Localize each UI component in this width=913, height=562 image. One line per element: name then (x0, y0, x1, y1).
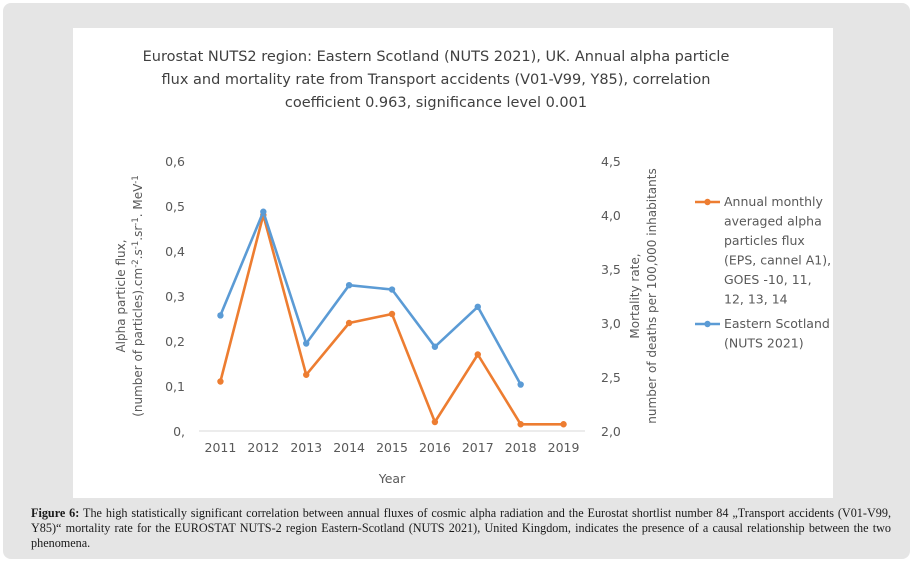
series-point-1 (517, 421, 524, 428)
unit-part: (number of particles).cm (131, 268, 145, 417)
chart-title-line: flux and mortality rate from Transport a… (162, 72, 711, 88)
legend-entry-line: 12, 13, 14 (724, 292, 788, 307)
chart-panel: Eurostat NUTS2 region: Eastern Scotland … (73, 28, 833, 498)
series-point-1 (431, 418, 439, 426)
chart-svg: Eurostat NUTS2 region: Eastern Scotland … (114, 49, 831, 486)
series-point-2 (217, 312, 224, 319)
series-point-2 (431, 343, 439, 350)
x-axis-title: Year (378, 471, 406, 486)
unit-part: . MeV (131, 183, 145, 217)
y-left-tick-label: 0, (173, 424, 185, 439)
x-tick-label: 2012 (247, 440, 279, 455)
series-point-1 (345, 319, 353, 327)
series-point-2 (388, 286, 396, 293)
chart-title-line: Eurostat NUTS2 region: Eastern Scotland … (143, 49, 730, 65)
y-right-axis-title-line2: number of deaths per 100,000 inhabitants (645, 168, 659, 423)
unit-exponent: -1 (131, 217, 141, 225)
y-left-tick-label: 0,2 (165, 334, 185, 349)
y-right-axis-title-line1: Mortality rate, (628, 253, 642, 338)
legend-entry-line: Eastern Scotland (724, 316, 830, 331)
series-point-1 (303, 371, 310, 378)
x-tick-label: 2015 (376, 440, 408, 455)
legend-entry-line: particles flux (724, 233, 805, 248)
series-point-2 (517, 381, 524, 388)
series-point-2 (474, 303, 481, 310)
figure-frame: Eurostat NUTS2 region: Eastern Scotland … (3, 3, 910, 559)
series-point-1 (388, 310, 396, 318)
y-right-tick-label: 2,5 (601, 370, 621, 385)
y-left-tick-label: 0,1 (165, 379, 185, 394)
y-left-tick-label: 0,6 (165, 154, 185, 169)
legend-entry-line: (NUTS 2021) (724, 336, 804, 351)
legend-entry-line: GOES -10, 11, (724, 272, 812, 287)
x-tick-label: 2014 (333, 440, 365, 455)
y-right-tick-label: 4,0 (601, 208, 621, 223)
x-tick-label: 2016 (419, 440, 451, 455)
caption-text: The high statistically significant corre… (31, 506, 891, 550)
y-left-tick-label: 0,3 (165, 289, 185, 304)
chart-title-line: coefficient 0.963, significance level 0.… (285, 95, 587, 111)
series-point-2 (260, 208, 267, 215)
x-tick-label: 2013 (290, 440, 322, 455)
series-line-2 (219, 210, 522, 386)
series-line-1 (219, 213, 564, 426)
legend-swatch-marker-1 (704, 198, 711, 206)
x-tick-label: 2011 (205, 440, 237, 455)
y-right-tick-label: 3,5 (601, 262, 621, 277)
series-point-1 (474, 351, 481, 358)
x-tick-label: 2018 (505, 440, 537, 455)
unit-exponent: -1 (131, 175, 141, 183)
figure-caption: Figure 6: The high statistically signifi… (31, 506, 891, 551)
unit-part: .sr (131, 226, 145, 241)
series-point-1 (560, 421, 567, 428)
unit-exponent: -2 (131, 259, 141, 267)
y-right-tick-label: 3,0 (601, 316, 621, 331)
y-left-axis-title-line2: (number of particles).cm-2.s-1.sr-1. MeV… (131, 175, 145, 417)
y-right-tick-label: 2,0 (601, 424, 621, 439)
legend-entry-line: Annual monthly (724, 194, 823, 209)
y-left-tick-label: 0,5 (165, 199, 185, 214)
series-point-2 (303, 340, 310, 347)
unit-exponent: -1 (131, 241, 141, 249)
x-tick-label: 2019 (548, 440, 580, 455)
caption-label: Figure 6: (31, 506, 80, 520)
x-tick-label: 2017 (462, 440, 494, 455)
y-right-tick-label: 4,5 (601, 154, 621, 169)
unit-part: .s (131, 249, 145, 259)
y-left-axis-title-line1: Alpha particle flux, (114, 239, 128, 352)
y-left-tick-label: 0,4 (165, 244, 185, 259)
legend-entry-line: (EPS, cannel A1), (724, 253, 831, 268)
legend-swatch-marker-2 (704, 320, 711, 328)
series-point-2 (345, 282, 353, 289)
legend-entry-line: averaged alpha (724, 214, 822, 229)
series-point-1 (217, 378, 224, 385)
